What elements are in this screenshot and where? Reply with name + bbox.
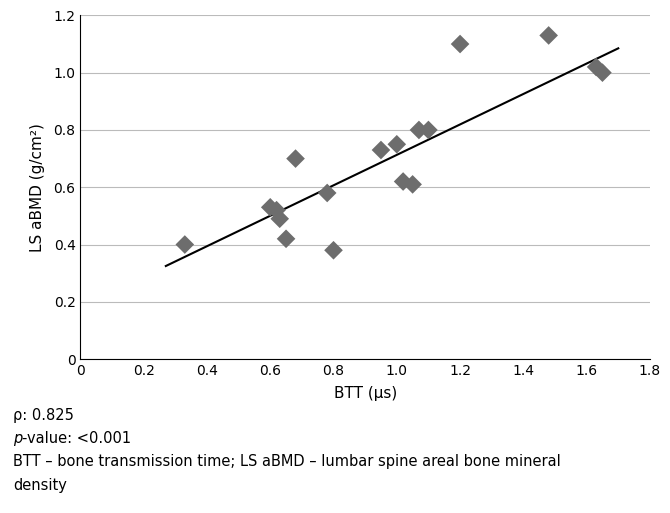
Point <box>543 31 554 40</box>
Y-axis label: LS aBMD (g/cm²): LS aBMD (g/cm²) <box>30 123 45 252</box>
Point <box>328 246 339 254</box>
Point <box>180 241 190 249</box>
Point <box>423 126 433 134</box>
Point <box>455 40 466 48</box>
Point <box>376 146 387 154</box>
Point <box>322 189 332 197</box>
Point <box>407 180 418 188</box>
Text: -value: <0.001: -value: <0.001 <box>22 431 131 446</box>
Point <box>391 140 402 148</box>
Point <box>290 154 301 163</box>
Text: density: density <box>13 478 67 493</box>
Point <box>413 126 424 134</box>
Point <box>398 177 409 186</box>
Point <box>271 206 282 214</box>
Point <box>275 214 285 223</box>
Text: p: p <box>13 431 23 446</box>
Point <box>591 63 602 71</box>
Point <box>281 235 291 243</box>
Text: ρ: 0.825: ρ: 0.825 <box>13 408 74 423</box>
Text: BTT – bone transmission time; LS aBMD – lumbar spine areal bone mineral: BTT – bone transmission time; LS aBMD – … <box>13 454 561 469</box>
Point <box>265 203 275 211</box>
X-axis label: BTT (μs): BTT (μs) <box>334 386 397 401</box>
Point <box>597 69 608 77</box>
